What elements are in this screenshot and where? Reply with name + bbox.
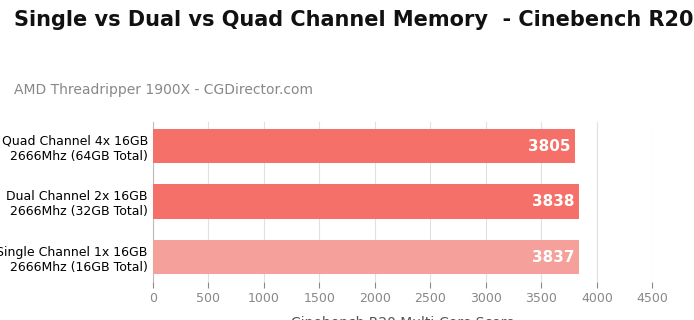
Text: Single vs Dual vs Quad Channel Memory  - Cinebench R20: Single vs Dual vs Quad Channel Memory - … <box>14 10 693 30</box>
Text: 3837: 3837 <box>532 250 575 265</box>
Text: 3805: 3805 <box>528 139 570 154</box>
Bar <box>153 184 579 219</box>
Text: AMD Threadripper 1900X - CGDirector.com: AMD Threadripper 1900X - CGDirector.com <box>14 83 313 97</box>
X-axis label: Cinebench R20 Multi-Core Score: Cinebench R20 Multi-Core Score <box>291 316 514 320</box>
Bar <box>153 240 579 274</box>
Bar <box>153 129 575 163</box>
Text: 3838: 3838 <box>532 194 575 209</box>
